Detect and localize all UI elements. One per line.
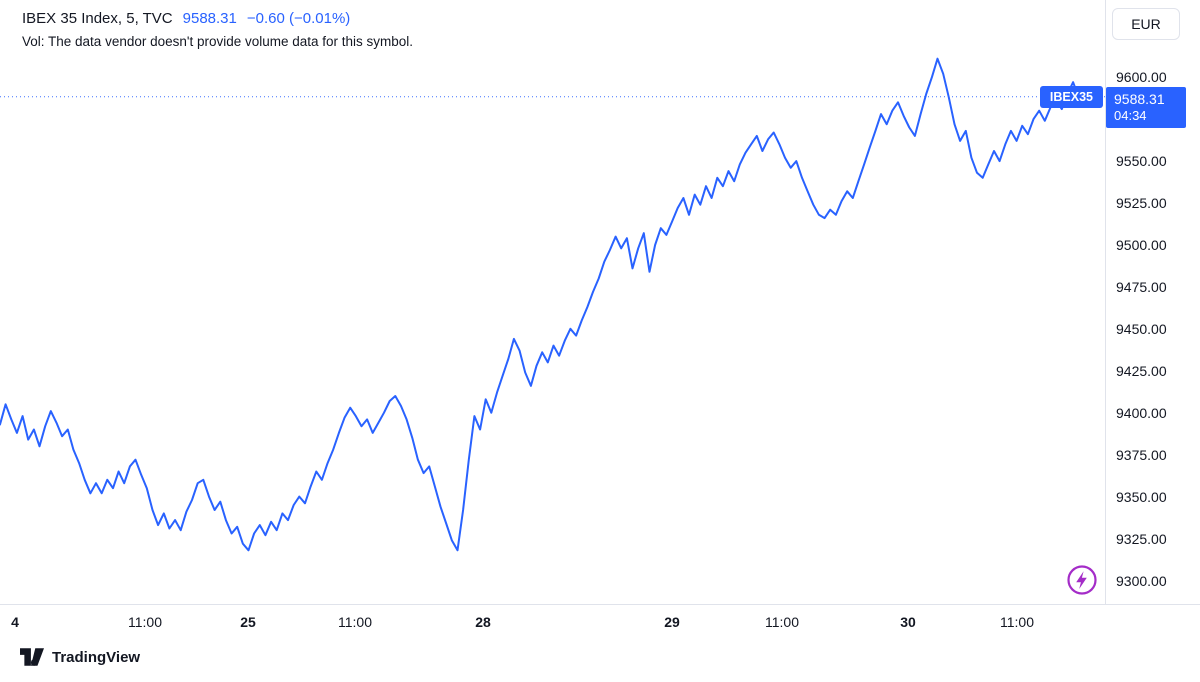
current-price-badge: 9588.31 04:34 [1106, 86, 1186, 128]
time-axis-label: 25 [240, 614, 256, 630]
time-axis-label: 11:00 [338, 614, 372, 630]
price-axis-label: 9350.00 [1116, 488, 1167, 505]
price-axis-label: 9300.00 [1116, 572, 1167, 589]
tradingview-logo-icon [20, 648, 44, 666]
time-axis-label: 11:00 [1000, 614, 1034, 630]
badge-price: 9588.31 [1114, 90, 1165, 107]
price-axis-label: 9550.00 [1116, 153, 1167, 170]
price-axis-label: 9325.00 [1116, 530, 1167, 547]
chart-canvas[interactable]: IBEX 35 Index, 5, TVC 9588.31 −0.60 (−0.… [0, 0, 1105, 604]
tradingview-logo-text: TradingView [52, 648, 141, 666]
currency-button[interactable]: EUR [1112, 8, 1180, 40]
time-axis-label: 4 [11, 614, 19, 630]
legend-last-price: 9588.31 [182, 10, 237, 27]
time-axis-label: 30 [900, 614, 916, 630]
price-axis-label: 9500.00 [1116, 236, 1167, 253]
chart-plot [0, 57, 1105, 552]
price-axis-label: 9525.00 [1116, 195, 1167, 211]
price-axis-label: 9400.00 [1116, 404, 1167, 421]
price-axis-label: 9425.00 [1116, 362, 1167, 379]
price-axis-label: 9600.00 [1116, 69, 1167, 86]
lightning-icon [1067, 565, 1097, 595]
legend-price-change: −0.60 (−0.01%) [246, 10, 351, 27]
time-axis-label: 29 [664, 614, 680, 630]
legend: IBEX 35 Index, 5, TVC 9588.31 −0.60 (−0.… [22, 10, 413, 49]
price-axis[interactable]: 9588.31 04:34 9600.00 9550.00 9525.00 9500.… [1105, 0, 1200, 604]
time-axis-label: 11:00 [765, 614, 799, 630]
series-symbol-badge: IBEX35 [1039, 85, 1103, 108]
tradingview-logo[interactable]: TradingView [20, 648, 140, 666]
symbol-title[interactable]: IBEX 35 Index, 5, TVC [22, 10, 173, 27]
flash-icon[interactable] [1066, 564, 1098, 596]
price-axis-label: 9475.00 [1116, 278, 1167, 295]
time-axis-label: 28 [475, 614, 491, 630]
price-line-series [0, 57, 1091, 552]
price-axis-label: 9375.00 [1116, 446, 1167, 463]
price-axis-label: 9450.00 [1116, 320, 1167, 337]
volume-note: Vol: The data vendor doesn't provide vol… [22, 34, 414, 49]
time-axis-label: 11:00 [128, 614, 162, 630]
badge-countdown: 04:34 [1114, 107, 1147, 123]
time-axis[interactable]: 4 11:00 25 11:00 28 29 11:00 30 11:00 [0, 604, 1200, 642]
